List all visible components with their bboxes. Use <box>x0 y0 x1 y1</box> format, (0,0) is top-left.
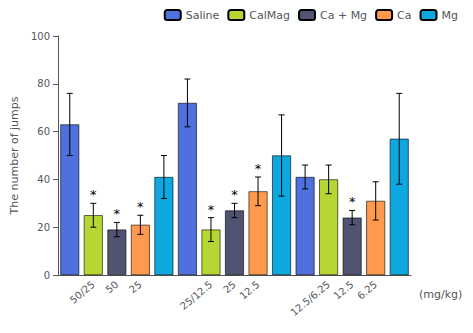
svg-text:25/12.5: 25/12.5 <box>178 279 214 312</box>
svg-text:0: 0 <box>44 270 50 281</box>
svg-text:The number of jumps: The number of jumps <box>8 96 21 215</box>
svg-text:60: 60 <box>37 126 50 137</box>
svg-text:Ca: Ca <box>397 9 411 22</box>
svg-text:*: * <box>114 206 121 221</box>
svg-text:40: 40 <box>37 174 50 185</box>
svg-text:12.5: 12.5 <box>237 279 261 302</box>
svg-text:*: * <box>137 199 144 214</box>
svg-text:50: 50 <box>104 279 121 296</box>
svg-text:80: 80 <box>37 78 50 89</box>
svg-text:12.5/6.25: 12.5/6.25 <box>288 279 332 318</box>
svg-text:Mg: Mg <box>442 9 458 22</box>
svg-text:*: * <box>231 187 238 202</box>
svg-text:6.25: 6.25 <box>355 279 379 302</box>
svg-text:Ca + Mg: Ca + Mg <box>320 9 367 22</box>
svg-text:*: * <box>208 202 215 217</box>
svg-text:CalMag: CalMag <box>249 9 290 22</box>
svg-text:*: * <box>349 194 356 209</box>
svg-text:*: * <box>255 161 262 176</box>
svg-text:50/25: 50/25 <box>68 279 97 306</box>
svg-text:100: 100 <box>31 31 50 42</box>
svg-text:20: 20 <box>37 222 50 233</box>
svg-text:(mg/kg): (mg/kg) <box>419 288 462 301</box>
svg-text:*: * <box>90 187 97 202</box>
svg-text:25: 25 <box>127 279 144 296</box>
svg-text:25: 25 <box>221 279 238 296</box>
svg-text:12.5: 12.5 <box>332 279 356 302</box>
svg-text:Saline: Saline <box>186 9 220 22</box>
